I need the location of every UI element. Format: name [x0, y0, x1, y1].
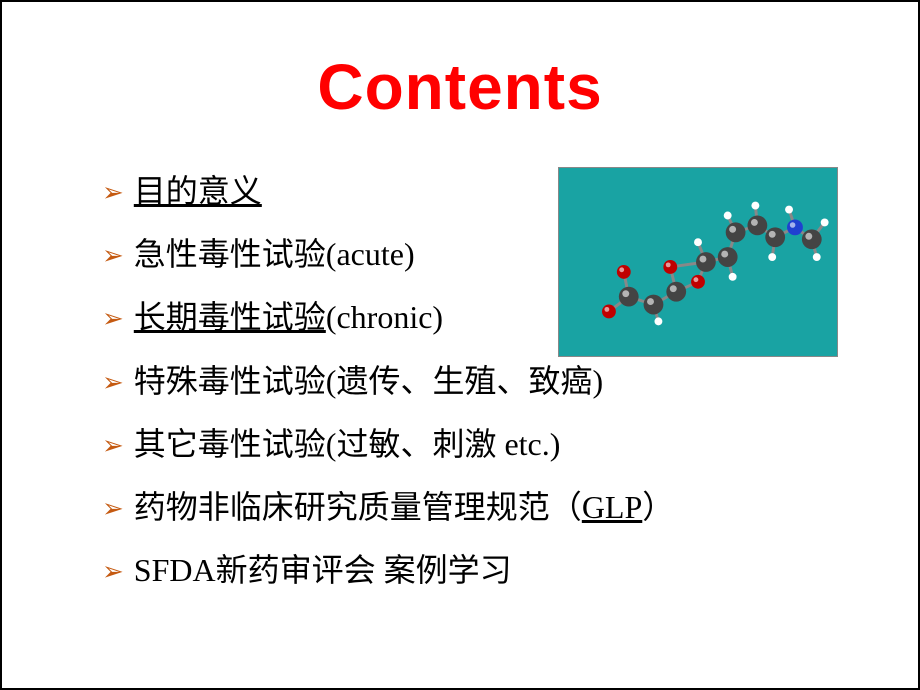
list-item: ➢ SFDA新药审评会 案例学习	[102, 545, 918, 596]
bullet-icon: ➢	[102, 235, 124, 277]
list-item: ➢药物非临床研究质量管理规范（GLP）	[102, 482, 918, 533]
item-text: 长期毒性试验(chronic)	[134, 292, 443, 343]
item-text: 药物非临床研究质量管理规范（GLP）	[134, 482, 674, 533]
item-underlined: 目的意义	[134, 173, 262, 209]
item-underlined: GLP	[582, 489, 642, 525]
item-prefix: SFDA新药审评会 案例学习	[134, 552, 512, 588]
slide-title: Contents	[2, 50, 918, 124]
item-prefix: 急性毒性试验(acute)	[134, 236, 415, 272]
bullet-icon: ➢	[102, 298, 124, 340]
bullet-icon: ➢	[102, 488, 124, 530]
bullet-icon: ➢	[102, 362, 124, 404]
item-suffix: ）	[642, 489, 674, 525]
molecule-svg	[559, 168, 837, 356]
item-suffix: (chronic)	[326, 299, 443, 335]
bullet-icon: ➢	[102, 425, 124, 467]
item-underlined: 长期毒性试验	[134, 299, 326, 335]
item-text: 特殊毒性试验(遗传、生殖、致癌)	[134, 356, 603, 407]
bullet-icon: ➢	[102, 172, 124, 214]
list-item: ➢ 其它毒性试验(过敏、刺激 etc.)	[102, 419, 918, 470]
item-prefix: 其它毒性试验(过敏、刺激 etc.)	[134, 426, 561, 462]
item-text: 其它毒性试验(过敏、刺激 etc.)	[134, 419, 561, 470]
item-prefix: 药物非临床研究质量管理规范（	[134, 489, 582, 525]
list-item: ➢ 特殊毒性试验(遗传、生殖、致癌)	[102, 356, 918, 407]
item-text: 目的意义	[134, 166, 262, 217]
bullet-icon: ➢	[102, 551, 124, 593]
item-prefix: 特殊毒性试验(遗传、生殖、致癌)	[134, 363, 603, 399]
item-text: SFDA新药审评会 案例学习	[134, 545, 512, 596]
item-text: 急性毒性试验(acute)	[134, 229, 415, 280]
molecule-image	[558, 167, 838, 357]
